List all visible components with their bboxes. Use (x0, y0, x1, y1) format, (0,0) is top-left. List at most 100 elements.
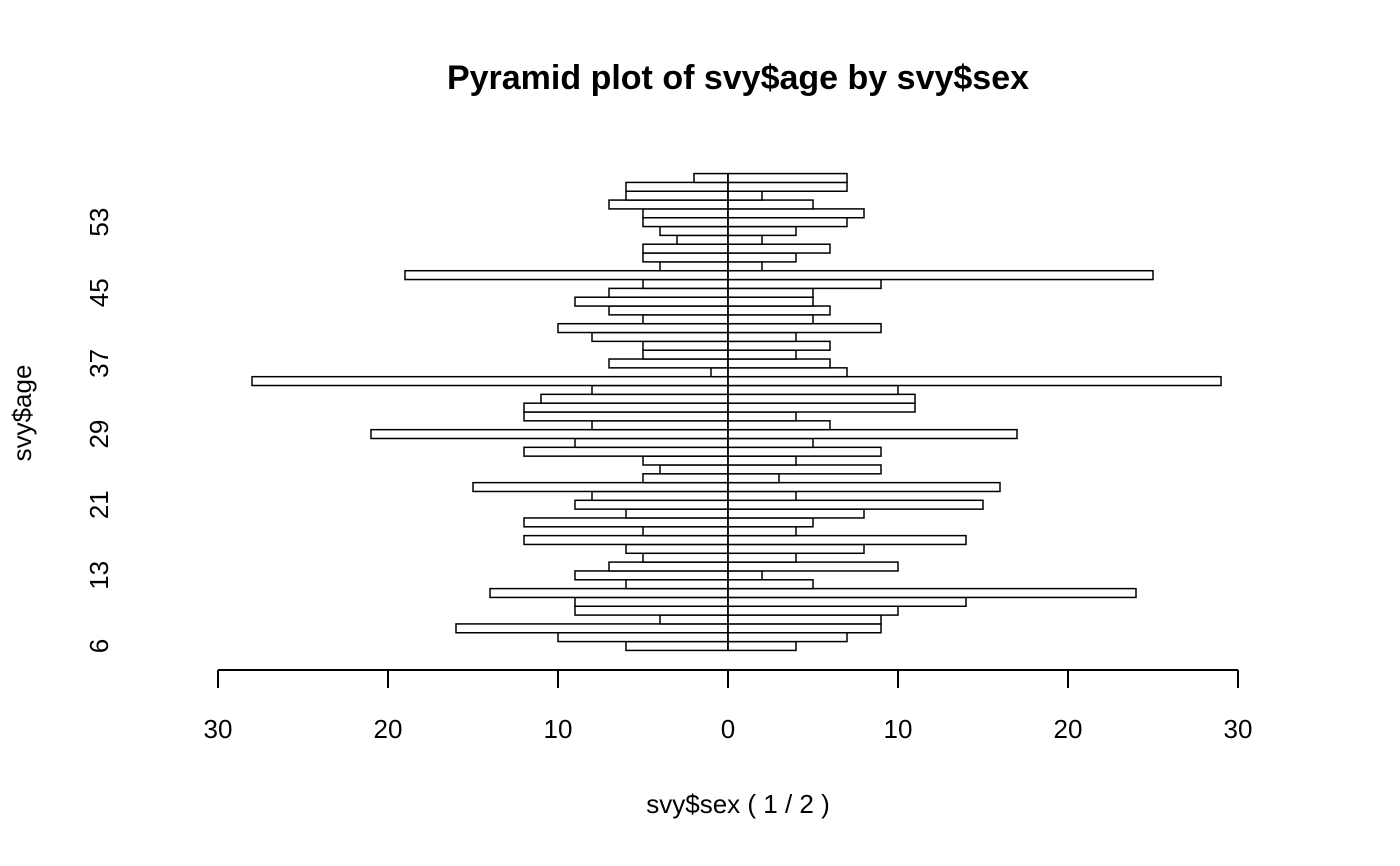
bar (727, 605, 899, 616)
bar (727, 243, 831, 254)
bar (727, 543, 865, 555)
bar (727, 322, 882, 334)
bar (727, 314, 814, 325)
bar (727, 579, 814, 590)
bar (574, 437, 729, 449)
bar (676, 234, 729, 245)
bar (727, 402, 916, 413)
bar (727, 614, 882, 625)
bar (608, 199, 729, 210)
bar (727, 552, 797, 563)
bar (727, 269, 1154, 281)
bar (727, 296, 814, 307)
x-tick-label: 20 (1054, 714, 1083, 744)
bar (523, 446, 729, 457)
bar (557, 632, 729, 643)
bar (659, 464, 729, 475)
bar (540, 393, 729, 404)
bar (642, 278, 729, 290)
bar (727, 420, 831, 431)
bar (727, 393, 916, 404)
y-tick-label: 29 (84, 420, 114, 449)
bar (591, 420, 729, 431)
bar (625, 181, 729, 192)
bar (608, 358, 729, 369)
bar (608, 561, 729, 572)
bar (659, 614, 729, 625)
bar (642, 552, 729, 563)
bar (727, 561, 899, 572)
bar (642, 455, 729, 466)
y-tick-label: 45 (84, 278, 114, 307)
bar (727, 428, 1018, 440)
x-tick-label: 10 (544, 714, 573, 744)
bar (574, 605, 729, 616)
bar (557, 322, 729, 334)
bar (642, 216, 729, 228)
bar (251, 375, 729, 387)
x-tick-label: 30 (204, 714, 233, 744)
x-tick-label: 30 (1224, 714, 1253, 744)
bar (625, 640, 729, 652)
x-axis-label: svy$sex ( 1 / 2 ) (646, 789, 830, 819)
bar (727, 349, 797, 360)
bar (727, 623, 882, 634)
bar (370, 428, 729, 440)
y-tick-label: 21 (84, 490, 114, 519)
bar (574, 296, 729, 307)
bar (574, 596, 729, 608)
bar (727, 640, 797, 652)
bar (727, 526, 797, 537)
bar (727, 464, 882, 475)
bar (625, 190, 729, 201)
bar (404, 269, 729, 281)
bar (727, 181, 848, 192)
bar (608, 287, 729, 298)
bar (727, 261, 763, 272)
y-axis-label: svy$age (7, 365, 37, 462)
bar (727, 199, 814, 210)
bar (642, 473, 729, 484)
bar (727, 340, 831, 351)
bar (523, 411, 729, 422)
y-tick-label: 13 (84, 561, 114, 590)
bar (727, 367, 848, 378)
bar (727, 225, 797, 237)
bar (727, 587, 1137, 599)
y-tick-label: 37 (84, 349, 114, 378)
bar (472, 481, 729, 493)
bar (642, 243, 729, 254)
bar (659, 225, 729, 237)
bar (727, 473, 780, 484)
bar (727, 570, 763, 581)
bar (591, 331, 729, 343)
bar (727, 499, 984, 510)
bar (489, 587, 729, 599)
bar (727, 331, 797, 343)
bar (523, 534, 729, 546)
bar (591, 490, 729, 502)
bar (727, 172, 848, 184)
bar (727, 534, 967, 546)
bar (727, 375, 1222, 387)
bar (625, 543, 729, 555)
bar (659, 261, 729, 272)
bar (727, 632, 848, 643)
bar (727, 437, 814, 449)
bar (591, 384, 729, 396)
bar (642, 252, 729, 263)
bar (727, 508, 865, 519)
bar (727, 455, 797, 466)
bar (727, 190, 763, 201)
bar (727, 305, 831, 316)
chart-title: Pyramid plot of svy$age by svy$sex (447, 59, 1029, 97)
x-tick-label: 0 (721, 714, 735, 744)
y-tick-label: 6 (84, 639, 114, 653)
bar (727, 517, 814, 528)
bar (523, 402, 729, 413)
bar (642, 208, 729, 219)
bar (727, 411, 797, 422)
bar (727, 252, 797, 263)
